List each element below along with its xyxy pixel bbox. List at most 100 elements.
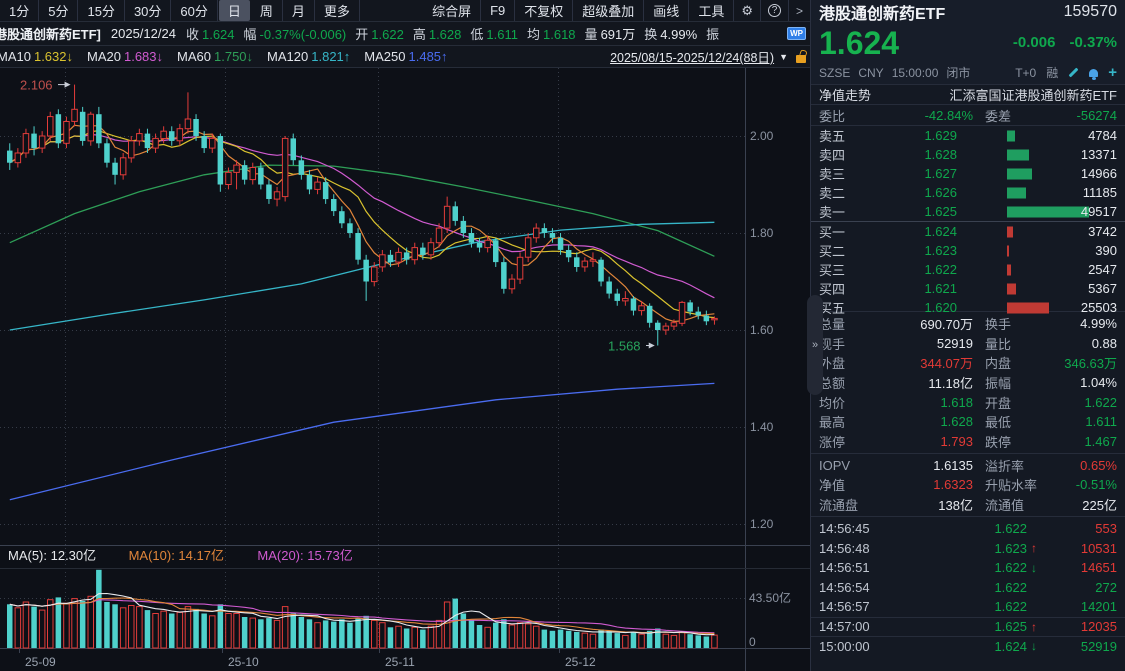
tool-button-超级叠加[interactable]: 超级叠加 [573,0,645,21]
tick-row-14:56:45: 14:56:45 1.622 553 [819,521,1117,537]
add-plus-icon[interactable]: + [1108,63,1117,81]
period-tab-60分[interactable]: 60分 [171,0,218,21]
ask-row-卖五[interactable]: 卖五 1.629 4784 [819,128,1117,144]
tool-button-工具[interactable]: 工具 [689,0,735,21]
edit-pencil-icon[interactable] [1068,67,1079,78]
stats-row-总额: 总额 11.18亿 振幅 1.04% [819,375,1117,392]
quote-fields: 收 1.624 幅 -0.37%(-0.006) 开 1.622 高 1.628 低 1.611 均… [186,24,731,43]
bid-row-买五[interactable]: 买五 1.620 25503 [819,300,1117,316]
panel-title-row: 港股通创新药ETF 159570 [811,0,1125,24]
tool-button-综合屏[interactable]: 综合屏 [423,0,482,21]
weibi-label: 委比 [819,108,846,124]
ask-volume-bar [1007,149,1030,160]
svg-text:MA(20): 15.73亿: MA(20): 15.73亿 [257,548,352,563]
ma-legend-MA60: MA60 1.750↓ [177,49,254,64]
stats-row-外盘: 外盘 344.07万 内盘 346.63万 [819,356,1117,372]
stats-row-总量: 总量 690.70万 换手 4.99% [819,316,1117,333]
tool-button-F9[interactable]: F9 [481,0,516,21]
iopv-row-净值: 净值 1.6323 升贴水率 -0.51% [819,477,1117,494]
iopv-row-IOPV: IOPV 1.6135 溢折率 0.65% [819,458,1117,475]
svg-text:25-12: 25-12 [565,655,596,669]
chevron-right-icon[interactable]: > [795,3,803,18]
period-toolbar: 1分 5分 15分 30分 60分日周月更多 综合屏 F9 不复权 超级叠加 画线 工具 ⚙ ? … [0,0,810,22]
quote-field-振: 振 [706,27,720,42]
fund-name: 汇添富国证港股通创新药ETF [949,88,1117,103]
stats-row-现手: 现手 52919 量比 0.88 [819,335,1117,352]
tool-button-不复权[interactable]: 不复权 [515,0,574,21]
tick-direction-arrow-icon: ↑ [1031,541,1037,556]
period-tab-1分[interactable]: 1分 [0,0,40,21]
svg-text:2.00: 2.00 [750,129,774,143]
ask-volume-bar [1007,187,1026,198]
svg-text:0: 0 [749,635,756,649]
svg-text:1.80: 1.80 [750,226,774,240]
svg-text:2.106: 2.106 [20,78,53,93]
ask-row-卖二[interactable]: 卖二 1.626 11185 [819,185,1117,201]
bid-row-买一[interactable]: 买一 1.624 3742 [819,224,1117,240]
svg-text:25-11: 25-11 [385,655,415,669]
tool-button-画线[interactable]: 画线 [644,0,690,21]
period-tab-5分[interactable]: 5分 [39,0,79,21]
period-tab-30分[interactable]: 30分 [125,0,172,21]
tick-row-14:56:57: 14:56:57 1.622 14201 [819,599,1117,615]
quote-field-高: 高 1.628 [412,27,462,42]
dropdown-triangle-icon[interactable]: ▼ [779,51,788,62]
ask-row-卖一[interactable]: 卖一 1.625 49517 [819,204,1117,220]
bid-row-买四[interactable]: 买四 1.621 5367 [819,281,1117,297]
weicha-label: 委差 [985,108,1012,124]
quote-field-开: 开 1.622 [355,27,404,42]
tick-direction-arrow-icon: ↑ [1031,619,1037,634]
ask-volume-bar [1007,130,1015,141]
svg-text:MA(10): 14.17亿: MA(10): 14.17亿 [129,548,224,563]
wp-badge-icon[interactable]: WP [787,27,806,40]
alert-bell-icon[interactable] [1089,68,1099,80]
quote-field-均: 均 1.618 [526,27,576,42]
stats-row-涨停: 涨停 1.793 跌停 1.467 [819,433,1117,450]
ask-row-卖四[interactable]: 卖四 1.628 13371 [819,147,1117,163]
date-range-selector[interactable]: 2025/08/15-2025/12/24(88日) [610,51,775,65]
period-tab-更多[interactable]: 更多 [315,0,360,21]
panel-collapse-handle[interactable]: » [807,295,823,395]
stock-name: 港股通创新药ETF [819,6,946,23]
ask-volume-bar [1007,206,1089,217]
settings-gear-icon[interactable]: ⚙ [734,0,761,21]
bid-volume-bar [1007,264,1012,275]
toolbar-right: 综合屏 F9 不复权 超级叠加 画线 工具 ⚙ ? > [423,0,810,21]
bid-row-买三[interactable]: 买三 1.622 2547 [819,262,1117,278]
help-icon[interactable]: ? [761,0,789,21]
period-tab-周[interactable]: 周 [251,0,283,21]
ask-volume-bar [1007,168,1032,179]
period-tab-月[interactable]: 月 [283,0,315,21]
tick-direction-arrow-icon: ↓ [1031,639,1037,654]
order-book: 卖五 1.629 4784 卖四 1.628 13371 卖三 1.627 14966 卖二 1.6… [811,126,1125,316]
panel-info-row: SZSE CNY 15:00:00 闭市 T+0 融 + [811,61,1125,84]
exchange-label: SZSE [819,65,851,80]
svg-text:43.50亿: 43.50亿 [749,590,791,605]
weibi-value: -42.84% [924,107,973,123]
tick-row-14:57:00: 14:57:00 1.625 ↑ 12035 [811,616,1125,637]
bid-row-买二[interactable]: 买二 1.623 390 [819,243,1117,259]
period-tab-15分[interactable]: 15分 [78,0,125,21]
chart-area: 1分 5分 15分 30分 60分日周月更多 综合屏 F9 不复权 超级叠加 画线 工具 ⚙ ? … [0,0,810,671]
quote-field-幅: 幅 -0.37%(-0.006) [243,27,347,42]
stats-row-最高: 最高 1.628 最低 1.611 [819,414,1117,431]
period-tab-日[interactable]: 日 [218,0,250,21]
unlock-icon[interactable] [796,54,806,63]
ask-row-卖三[interactable]: 卖三 1.627 14966 [819,166,1117,182]
price-change-pct: -0.37% [1069,34,1117,51]
tick-direction-arrow-icon: ↓ [1031,560,1037,575]
ma-legend-MA10: MA10 1.632↓ [0,49,74,64]
tick-row-14:56:54: 14:56:54 1.622 272 [819,579,1117,595]
bid-volume-bar [1007,283,1016,294]
candlestick-chart[interactable]: 2.00 1.80 1.60 1.40 1.20 2.106 1.568 43.50亿 0 MA(… [0,68,810,671]
instrument-name: 港股通创新药ETF] [0,27,101,42]
ma-legend-MA250: MA250 1.485↑ [364,49,448,64]
bid-volume-bar [1007,226,1014,237]
period-group: 1分 5分 15分 30分 60分日周月更多 [0,0,360,21]
stats-block: 总量 690.70万 换手 4.99% 现手 52919 量比 0.88 外盘 344.07万 内盘… [811,311,1125,453]
tools-group: 综合屏 F9 不复权 超级叠加 画线 工具 [423,0,735,21]
price-change: -0.006 [1012,34,1056,51]
ma-legend-items: MA10 1.632↓ MA20 1.683↓ MA60 1.750↓ MA120 1.821… [0,49,456,64]
nav-value-trend-row[interactable]: 净值走势 汇添富国证港股通创新药ETF [811,84,1125,105]
